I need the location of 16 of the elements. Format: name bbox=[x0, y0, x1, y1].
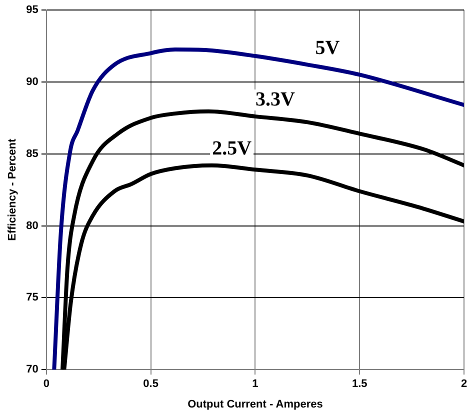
y-tick-label: 90 bbox=[26, 76, 38, 88]
series-label: 3.3V bbox=[255, 88, 296, 111]
y-tick-label: 70 bbox=[26, 364, 38, 376]
x-tick-label: 0 bbox=[43, 378, 50, 390]
series-label: 5V bbox=[315, 36, 340, 59]
y-tick-label: 95 bbox=[26, 4, 38, 16]
x-tick-label: 0.5 bbox=[143, 378, 158, 390]
x-tick-label: 2 bbox=[460, 378, 468, 390]
y-tick-label: 75 bbox=[26, 292, 38, 304]
y-tick-label: 80 bbox=[26, 220, 38, 232]
series-label: 2.5V bbox=[212, 138, 252, 160]
x-axis-title: Output Current - Amperes bbox=[188, 398, 323, 410]
x-tick-label: 1 bbox=[252, 378, 258, 390]
x-tick-label: 1.5 bbox=[352, 378, 368, 390]
y-tick-label: 85 bbox=[26, 148, 38, 160]
y-axis-title: Efficiency - Percent bbox=[6, 138, 19, 241]
